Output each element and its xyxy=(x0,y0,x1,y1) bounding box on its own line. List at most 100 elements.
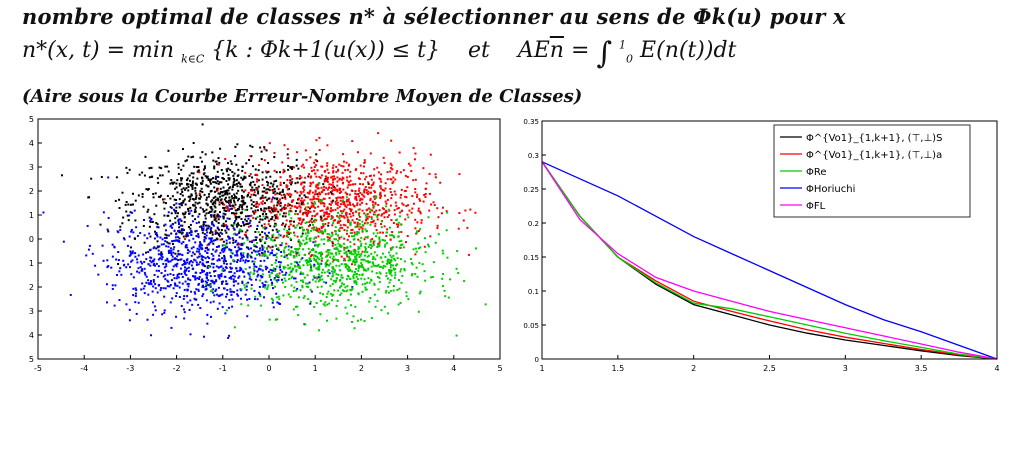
scatter-point xyxy=(173,210,176,213)
scatter-point xyxy=(253,183,256,186)
scatter-point xyxy=(373,251,376,254)
scatter-point xyxy=(205,224,208,227)
scatter-point xyxy=(132,231,135,234)
scatter-point xyxy=(357,250,360,253)
scatter-point xyxy=(381,231,384,234)
scatter-point xyxy=(357,214,360,217)
scatter-point xyxy=(232,291,235,294)
scatter-point xyxy=(169,206,172,209)
scatter-point xyxy=(225,309,228,312)
scatter-point xyxy=(176,262,179,265)
scatter-point xyxy=(238,208,241,211)
scatter-point xyxy=(242,254,245,257)
scatter-point xyxy=(166,259,169,262)
scatter-point xyxy=(253,272,256,275)
scatter-point xyxy=(200,280,203,283)
scatter-point xyxy=(280,278,283,281)
scatter-point xyxy=(295,202,298,205)
scatter-point xyxy=(221,282,224,285)
scatter-point xyxy=(399,171,402,174)
scatter-point xyxy=(315,139,318,142)
scatter-point xyxy=(236,199,239,202)
scatter-point xyxy=(331,244,334,247)
scatter-point xyxy=(249,271,252,274)
scatter-point xyxy=(216,189,219,192)
scatter-point xyxy=(323,304,326,307)
scatter-point xyxy=(267,219,270,222)
scatter-point xyxy=(228,177,231,180)
scatter-point xyxy=(223,287,226,290)
scatter-point xyxy=(331,181,334,184)
scatter-point xyxy=(231,170,234,173)
scatter-point xyxy=(196,177,199,180)
scatter-point xyxy=(360,236,363,239)
scatter-point xyxy=(247,304,250,307)
scatter-point xyxy=(346,216,349,219)
scatter-point xyxy=(352,249,355,252)
scatter-point xyxy=(323,185,326,188)
scatter-point xyxy=(420,219,423,222)
scatter-point xyxy=(340,285,343,288)
scatter-point xyxy=(331,282,334,285)
scatter-point xyxy=(237,168,240,171)
scatter-point xyxy=(274,190,277,193)
scatter-point xyxy=(222,215,225,218)
scatter-point xyxy=(256,224,259,227)
scatter-point xyxy=(390,167,393,170)
scatter-point xyxy=(298,177,301,180)
scatter-point xyxy=(298,254,301,257)
scatter-point xyxy=(387,208,390,211)
scatter-point xyxy=(222,172,225,175)
scatter-point xyxy=(158,283,161,286)
scatter-point xyxy=(278,213,281,216)
scatter-point xyxy=(330,207,333,210)
scatter-point xyxy=(161,256,164,259)
scatter-point xyxy=(231,185,234,188)
scatter-point xyxy=(222,194,225,197)
scatter-point xyxy=(342,188,345,191)
scatter-point xyxy=(299,174,302,177)
scatter-point xyxy=(336,207,339,210)
scatter-point xyxy=(355,273,358,276)
scatter-point xyxy=(310,290,313,293)
scatter-point xyxy=(294,305,297,308)
scatter-point xyxy=(117,259,120,262)
scatter-point xyxy=(270,252,273,255)
scatter-point xyxy=(355,196,358,199)
scatter-point xyxy=(377,213,380,216)
scatter-point xyxy=(154,283,157,286)
scatter-point xyxy=(358,215,361,218)
scatter-point xyxy=(222,244,225,247)
scatter-point xyxy=(378,265,381,268)
scatter-point xyxy=(283,194,286,197)
scatter-point xyxy=(304,149,307,152)
scatter-point xyxy=(284,273,287,276)
scatter-point xyxy=(267,188,270,191)
scatter-point xyxy=(206,231,209,234)
scatter-point xyxy=(116,230,119,233)
scatter-point xyxy=(263,259,266,262)
scatter-point xyxy=(171,182,174,185)
scatter-point xyxy=(368,207,371,210)
scatter-point xyxy=(390,256,393,259)
scatter-point xyxy=(190,290,193,293)
scatter-point xyxy=(289,179,292,182)
scatter-point xyxy=(373,211,376,214)
scatter-point xyxy=(208,225,211,228)
scatter-point xyxy=(215,198,218,201)
scatter-point xyxy=(201,259,204,262)
scatter-point xyxy=(314,189,317,192)
scatter-point xyxy=(455,267,458,270)
scatter-point xyxy=(239,288,242,291)
scatter-point xyxy=(180,168,183,171)
scatter-point xyxy=(290,217,293,220)
scatter-point xyxy=(377,242,380,245)
scatter-point xyxy=(382,208,385,211)
scatter-point xyxy=(261,269,264,272)
scatter-point xyxy=(290,200,293,203)
scatter-point xyxy=(261,202,264,205)
scatter-point xyxy=(156,235,159,238)
scatter-point xyxy=(310,166,313,169)
scatter-point xyxy=(261,245,264,248)
scatter-point xyxy=(245,162,248,165)
